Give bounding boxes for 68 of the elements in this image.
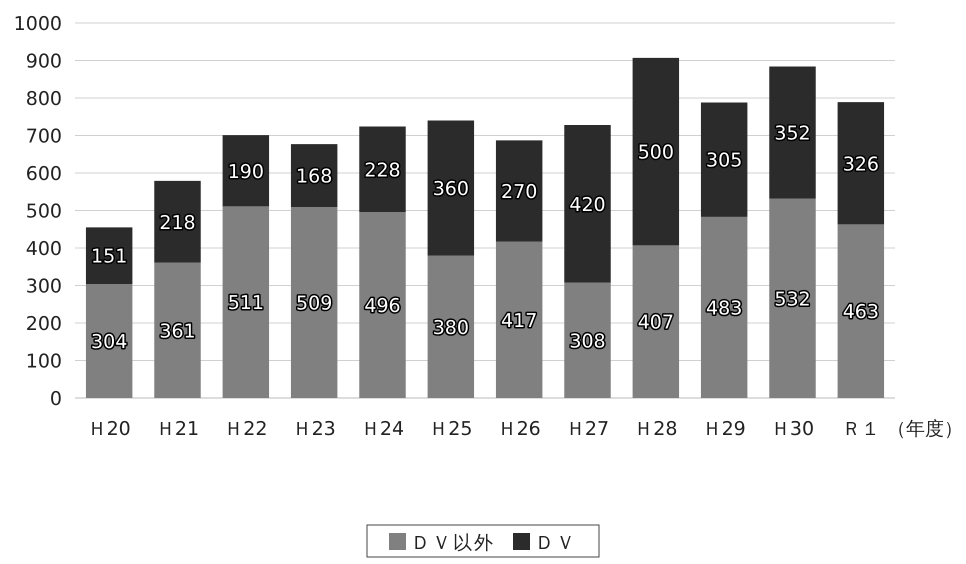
bar xyxy=(86,284,132,398)
data-label: 509 xyxy=(296,292,332,315)
data-label: 500 xyxy=(638,142,674,164)
data-label: 305 xyxy=(706,150,742,172)
bar xyxy=(564,125,611,282)
data-label: 270 xyxy=(501,181,538,203)
x-tick-label: Ｒ１ xyxy=(842,418,880,440)
bar xyxy=(838,224,884,398)
bar xyxy=(222,206,270,398)
x-tick-label: Ｈ24 xyxy=(360,418,404,440)
data-label: 308 xyxy=(569,330,606,352)
data-label: 380 xyxy=(432,316,469,339)
bar xyxy=(838,102,884,224)
x-tick-label: Ｈ20 xyxy=(88,418,131,440)
data-label: 532 xyxy=(774,288,811,310)
bar xyxy=(769,66,816,198)
data-label: 218 xyxy=(159,212,196,234)
data-label: 168 xyxy=(296,166,332,188)
data-label: 496 xyxy=(364,295,401,317)
data-label: 190 xyxy=(228,160,264,183)
y-tick-label: 0 xyxy=(50,388,62,410)
bar xyxy=(496,242,542,398)
x-tick-label: Ｈ26 xyxy=(498,418,541,440)
x-tick-label: Ｈ22 xyxy=(224,418,268,440)
data-label: 420 xyxy=(569,194,606,216)
x-axis-title: （年度） xyxy=(887,418,963,440)
data-label: 361 xyxy=(159,320,196,342)
y-tick-label: 700 xyxy=(26,126,62,148)
y-tick-label: 900 xyxy=(26,50,62,72)
y-tick-label: 400 xyxy=(26,238,62,260)
legend-label: ＤＶ以外 xyxy=(411,532,495,554)
data-label: 360 xyxy=(432,178,469,200)
x-tick-label: Ｈ23 xyxy=(292,418,336,440)
data-label: 417 xyxy=(501,310,538,332)
data-label: 407 xyxy=(638,312,674,334)
y-tick-label: 200 xyxy=(26,313,62,335)
bar xyxy=(428,256,474,398)
bar xyxy=(428,120,474,256)
data-label: 151 xyxy=(91,246,128,268)
bar xyxy=(154,262,201,398)
x-tick-label: Ｈ30 xyxy=(770,418,814,440)
y-tick-label: 300 xyxy=(26,276,62,298)
data-label: 511 xyxy=(228,292,264,314)
legend-label: ＤＶ xyxy=(535,532,577,554)
x-tick-label: Ｈ29 xyxy=(702,418,746,440)
data-label: 228 xyxy=(364,159,401,182)
x-tick-label: Ｈ21 xyxy=(156,418,200,440)
y-tick-label: 100 xyxy=(26,350,62,372)
data-label: 483 xyxy=(706,297,742,320)
bar xyxy=(632,245,680,398)
data-label: 463 xyxy=(842,301,879,324)
bar xyxy=(769,198,816,398)
data-label: 304 xyxy=(91,331,128,353)
x-tick-label: Ｈ25 xyxy=(429,418,472,440)
y-tick-label: 600 xyxy=(26,163,62,185)
y-tick-label: 1000 xyxy=(14,13,62,35)
data-label: 352 xyxy=(774,122,811,144)
bar xyxy=(700,216,748,398)
data-label: 326 xyxy=(842,153,879,176)
x-tick-label: Ｈ27 xyxy=(566,418,610,440)
x-tick-label: Ｈ28 xyxy=(634,418,678,440)
y-tick-label: 800 xyxy=(26,88,62,110)
bar xyxy=(359,212,406,398)
bar xyxy=(632,58,680,246)
y-tick-label: 500 xyxy=(26,200,62,222)
bar xyxy=(290,207,338,398)
bar xyxy=(496,140,542,242)
bar xyxy=(700,102,748,217)
